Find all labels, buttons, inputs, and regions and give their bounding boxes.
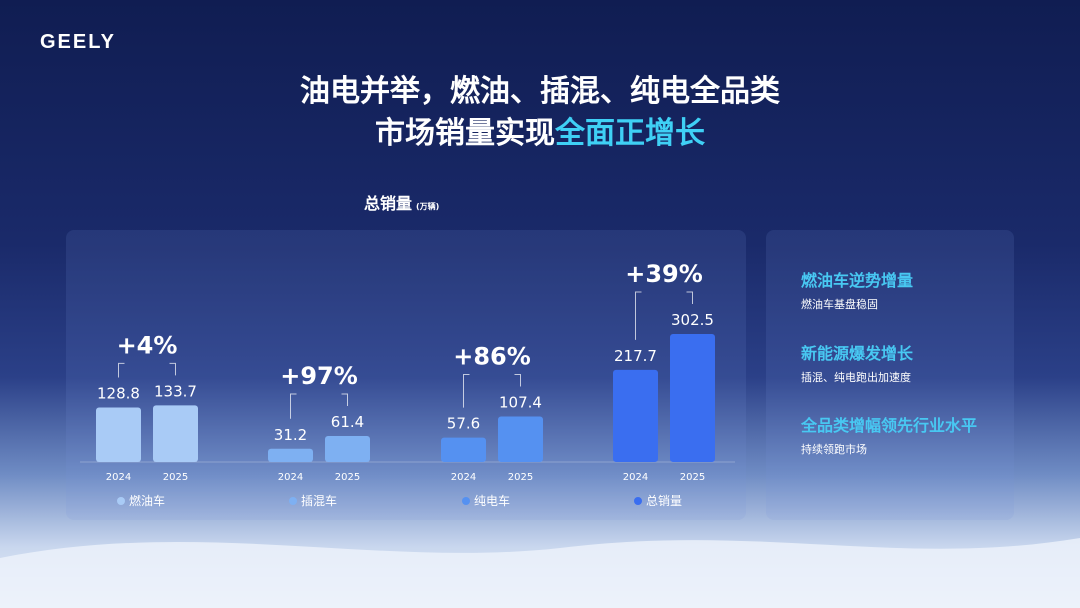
x-tick-label: 2024 xyxy=(623,472,648,483)
value-label: 133.7 xyxy=(154,382,197,400)
x-tick-label: 2025 xyxy=(680,472,705,483)
growth-bracket xyxy=(290,393,348,419)
value-label: 31.2 xyxy=(274,426,307,444)
wave-decoration xyxy=(0,538,1080,608)
x-tick-label: 2025 xyxy=(335,472,360,483)
highlight-sub: 持续领跑市场 xyxy=(801,443,867,456)
x-tick-label: 2025 xyxy=(508,472,533,483)
bar xyxy=(613,369,658,462)
growth-bracket xyxy=(118,362,176,378)
value-label: 302.5 xyxy=(671,311,714,329)
title-line-1: 油电并举，燃油、插混、纯电全品类 xyxy=(300,74,780,109)
title-plain: 市场销量实现 xyxy=(375,116,555,151)
growth-bracket xyxy=(463,374,521,408)
chart-title: 总销量 (万辆) xyxy=(364,190,439,214)
chart-unit: (万辆) xyxy=(416,202,440,211)
bar xyxy=(96,407,141,462)
highlight-item: 燃油车逆势增量燃油车基盘稳固 xyxy=(801,267,913,312)
highlight-heading: 燃油车逆势增量 xyxy=(801,271,914,290)
highlight-heading: 全品类增幅领先行业水平 xyxy=(801,416,978,435)
growth-label: +39% xyxy=(625,260,703,288)
highlights-panel: 燃油车逆势增量燃油车基盘稳固 新能源爆发增长插混、纯电跑出加速度 全品类增幅领先… xyxy=(766,230,1014,520)
highlight-sub: 燃油车基盘稳固 xyxy=(801,298,878,311)
value-label: 61.4 xyxy=(331,413,364,431)
bar xyxy=(268,448,313,462)
value-label: 107.4 xyxy=(499,394,542,412)
bar xyxy=(441,437,486,462)
title-highlight: 全面正增长 xyxy=(555,116,705,151)
highlight-heading: 新能源爆发增长 xyxy=(801,344,914,363)
value-label: 128.8 xyxy=(97,384,140,402)
highlight-item: 全品类增幅领先行业水平持续领跑市场 xyxy=(801,412,977,457)
legend-label: 纯电车 xyxy=(474,493,510,508)
growth-bracket xyxy=(635,291,693,340)
bar xyxy=(153,405,198,462)
bar xyxy=(325,436,370,462)
legend-marker xyxy=(289,497,297,505)
legend-label: 插混车 xyxy=(301,493,337,508)
growth-label: +97% xyxy=(280,362,358,390)
highlight-item: 新能源爆发增长插混、纯电跑出加速度 xyxy=(801,340,913,385)
geely-logo: GEELY xyxy=(40,31,116,53)
growth-label: +86% xyxy=(453,343,531,371)
highlight-sub: 插混、纯电跑出加速度 xyxy=(801,371,911,384)
legend-label: 燃油车 xyxy=(129,493,165,508)
chart-title-text: 总销量 xyxy=(364,194,413,213)
legend-marker xyxy=(634,497,642,505)
x-tick-label: 2024 xyxy=(106,472,131,483)
chart-plot: 128.8 2024 133.7 2025 +4% 燃油车 31.2 2024 61.4 2025… xyxy=(80,260,735,508)
x-tick-label: 2024 xyxy=(451,472,476,483)
x-tick-label: 2024 xyxy=(278,472,303,483)
value-label: 57.6 xyxy=(447,415,480,433)
legend-marker xyxy=(462,497,470,505)
x-tick-label: 2025 xyxy=(163,472,188,483)
growth-label: +4% xyxy=(117,331,178,359)
title-line-2: 市场销量实现全面正增长 xyxy=(0,108,1080,152)
bar xyxy=(498,416,543,462)
bar-chart: 128.8 2024 133.7 2025 +4% 燃油车 31.2 2024 61.4 2025… xyxy=(80,260,735,508)
bar xyxy=(670,334,715,462)
legend-label: 总销量 xyxy=(646,494,682,508)
value-label: 217.7 xyxy=(614,347,657,365)
legend-marker xyxy=(117,497,125,505)
